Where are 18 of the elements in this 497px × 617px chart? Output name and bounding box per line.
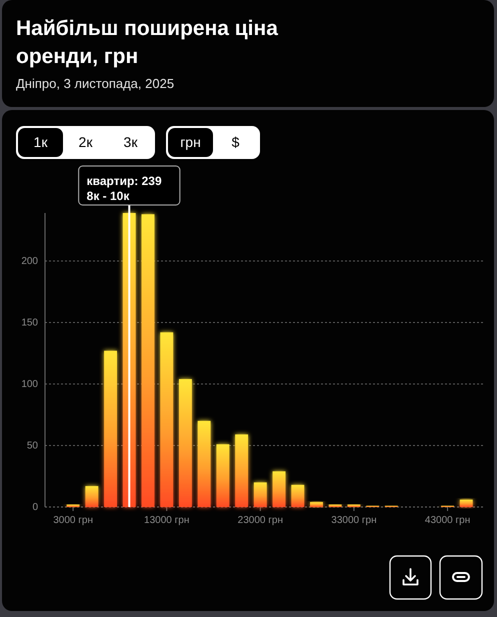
text: 1к (34, 134, 48, 150)
text: 3к (124, 134, 138, 150)
annotation: квартир: 239 8к - 10к (86, 174, 162, 203)
y-tick-label: 0 (32, 502, 38, 514)
y-tick-label: 150 (21, 318, 38, 329)
x-tick-label: 13000 грн (144, 515, 190, 526)
y-tick-label: 200 (21, 256, 38, 268)
text: $ (232, 134, 240, 150)
y-tick-label: 50 (26, 440, 38, 452)
y-tick-label: 100 (21, 379, 38, 390)
x-tick-label: 33000 грн (331, 515, 377, 526)
text: 2к (78, 134, 94, 150)
x-tick-label: 3000 грн (53, 515, 93, 526)
x-tick-label: 43000 грн (424, 515, 470, 526)
chart-subtitle: Дніпро, 3 листопада, 2025 (16, 76, 174, 91)
x-tick-label: 23000 грн (238, 515, 283, 526)
chart-title: Найбільш поширена ціна оренди, грн (16, 17, 278, 68)
text: грн (180, 134, 201, 150)
